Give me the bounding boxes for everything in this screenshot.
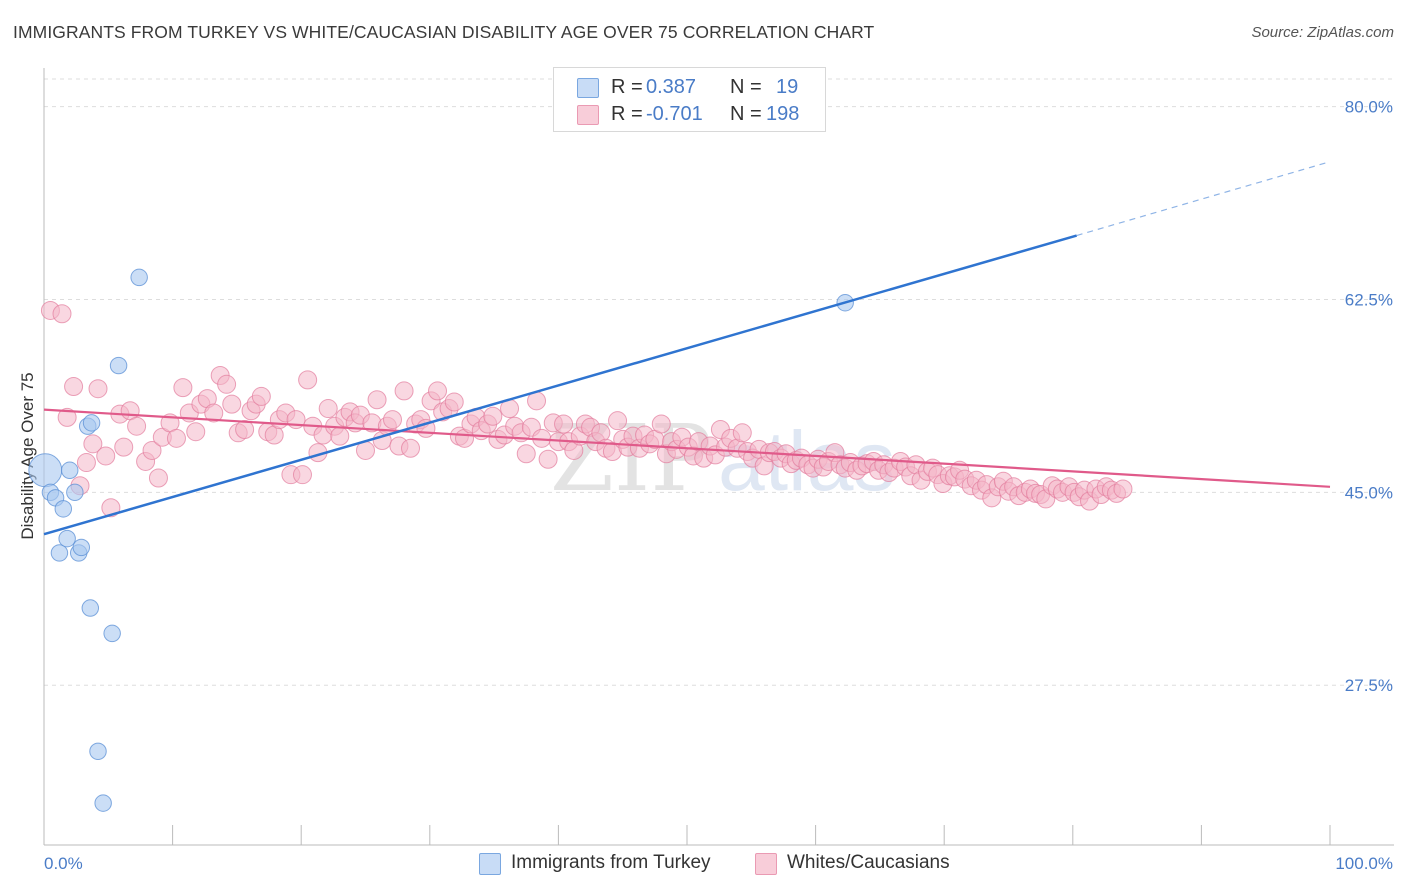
point-whites	[222, 394, 242, 414]
point-whites	[204, 403, 224, 423]
point-whites	[554, 414, 574, 434]
point-turkey	[109, 356, 128, 375]
correlation-legend: R = 0.387 N = 19 R = -0.701 N = 198	[553, 67, 826, 132]
source-credit: Source: ZipAtlas.com	[1251, 24, 1394, 41]
y-tick-label: 80.0%	[1345, 98, 1393, 117]
point-whites	[732, 423, 752, 443]
gridlines	[44, 78, 1394, 686]
legend-r-label: R =	[611, 76, 643, 98]
point-turkey	[94, 794, 112, 812]
point-whites	[394, 381, 414, 401]
point-whites	[608, 411, 628, 431]
point-whites	[114, 437, 134, 457]
point-whites	[64, 377, 84, 397]
point-turkey	[28, 453, 63, 488]
point-whites	[83, 434, 103, 454]
y-tick-labels: 80.0% 62.5% 45.0% 27.5%	[1345, 98, 1393, 696]
point-whites	[173, 378, 193, 398]
legend-n-label: N =	[730, 103, 762, 125]
point-whites	[186, 422, 206, 442]
data-points	[28, 268, 1133, 812]
legend-row-whites: R = -0.701 N = 198	[554, 102, 825, 128]
point-whites	[148, 468, 168, 488]
point-whites	[142, 440, 162, 460]
y-tick-label: 62.5%	[1345, 290, 1393, 309]
trend-line-turkey	[43, 234, 1078, 536]
point-whites	[383, 410, 403, 430]
point-whites	[166, 428, 186, 448]
legend-r-value: 0.387	[646, 76, 697, 98]
legend-row-turkey: R = 0.387 N = 19	[554, 75, 825, 101]
point-whites	[127, 416, 147, 436]
point-whites	[538, 449, 558, 469]
point-whites	[444, 392, 464, 412]
y-tick-label: 27.5%	[1345, 676, 1393, 695]
point-whites	[483, 406, 503, 426]
point-turkey	[82, 414, 101, 432]
point-whites	[428, 381, 448, 401]
chart-title: IMMIGRANTS FROM TURKEY VS WHITE/CAUCASIA…	[13, 22, 875, 42]
point-whites	[367, 390, 387, 410]
point-whites	[401, 438, 421, 458]
point-whites	[251, 386, 271, 406]
x-tick-labels: 0.0% 100.0%	[44, 854, 1393, 873]
point-turkey	[50, 544, 69, 562]
point-turkey	[60, 461, 79, 480]
point-turkey	[89, 742, 107, 761]
series-legend: Immigrants from Turkey Whites/Caucasians	[0, 851, 1406, 879]
x-ticks	[43, 825, 1331, 845]
x-tick-label-max: 100.0%	[1335, 854, 1393, 873]
trend-line-whites	[43, 408, 1331, 488]
point-whites	[330, 426, 350, 446]
point-whites	[52, 304, 72, 324]
y-axis-title: Disability Age Over 75	[18, 372, 37, 539]
point-whites	[516, 444, 536, 464]
series-legend-label: Whites/Caucasians	[787, 852, 950, 873]
point-turkey	[103, 624, 121, 643]
legend-swatch-turkey	[577, 78, 599, 98]
point-whites	[57, 407, 77, 427]
x-tick-label-min: 0.0%	[44, 854, 83, 873]
point-turkey	[58, 529, 76, 548]
point-whites	[96, 446, 116, 466]
point-whites	[292, 465, 312, 485]
point-whites	[298, 370, 318, 390]
point-turkey	[130, 268, 148, 287]
point-whites	[101, 498, 121, 518]
point-turkey	[81, 599, 100, 617]
legend-n-value: 198	[766, 103, 800, 125]
point-whites	[651, 414, 671, 434]
series-swatch-whites	[755, 853, 777, 875]
point-whites	[88, 379, 108, 399]
point-whites	[318, 399, 338, 419]
point-whites	[235, 419, 255, 439]
point-turkey	[72, 538, 91, 557]
series-swatch-turkey	[479, 853, 501, 875]
series-legend-label: Immigrants from Turkey	[511, 852, 711, 873]
y-tick-label: 45.0%	[1345, 483, 1393, 502]
point-turkey	[54, 500, 73, 518]
legend-n-value: 19	[776, 76, 799, 98]
point-whites	[1113, 479, 1133, 499]
legend-r-value: -0.701	[646, 103, 703, 125]
point-whites	[217, 374, 237, 394]
trend-line-turkey-extension	[1076, 161, 1331, 237]
legend-n-label: N =	[730, 76, 762, 98]
trend-lines	[43, 161, 1331, 536]
point-whites	[76, 453, 96, 473]
legend-swatch-whites	[577, 105, 599, 125]
point-turkey	[66, 483, 84, 502]
legend-r-label: R =	[611, 103, 643, 125]
